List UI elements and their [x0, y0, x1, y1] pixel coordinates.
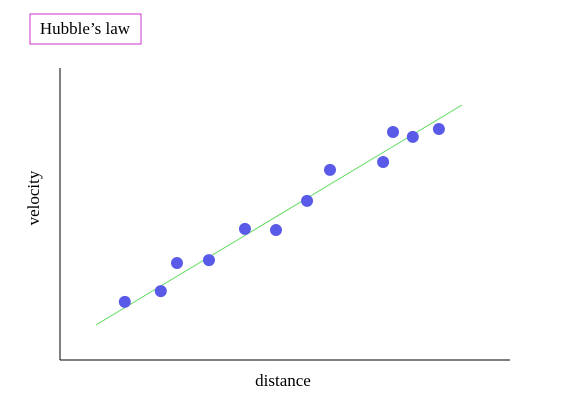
data-point [324, 163, 336, 176]
chart-title: Hubble’s law [40, 19, 131, 38]
data-point [202, 254, 215, 267]
data-point [387, 125, 399, 138]
data-point [406, 130, 419, 143]
data-point [238, 222, 251, 235]
data-point [270, 224, 282, 237]
data-point [432, 123, 445, 136]
data-point [171, 257, 183, 270]
data-point [301, 194, 314, 207]
data-point [377, 156, 390, 169]
data-point [118, 295, 131, 308]
x-axis-label: distance [255, 371, 311, 390]
data-point [154, 285, 167, 298]
title-box [29, 13, 142, 45]
y-axis-label: velocity [24, 170, 43, 225]
